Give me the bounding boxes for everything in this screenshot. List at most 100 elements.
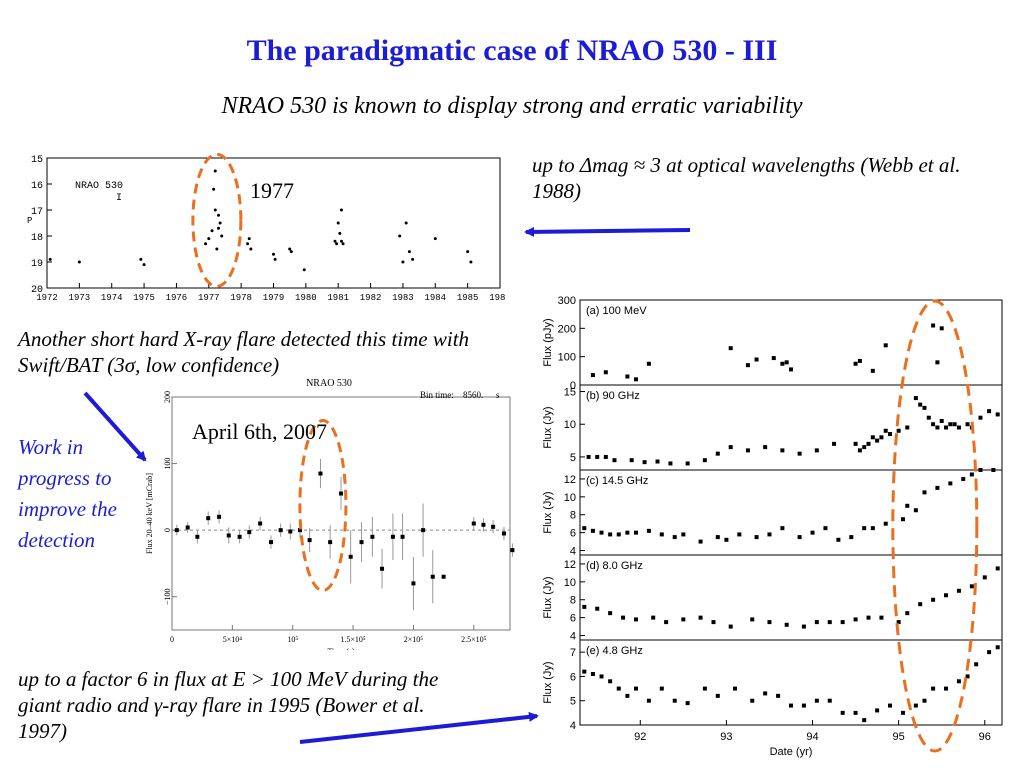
- data-point: [237, 534, 242, 539]
- y-tick-label: 0: [570, 380, 576, 392]
- annotation-1977: 1977: [250, 178, 294, 203]
- data-point: [935, 485, 940, 490]
- data-point: [213, 208, 217, 212]
- y-axis-label: Flux (Jy): [542, 576, 554, 618]
- y-tick-label: 300: [558, 295, 576, 307]
- data-point: [922, 405, 927, 410]
- data-point: [430, 574, 435, 579]
- data-point: [672, 535, 677, 540]
- data-point: [582, 604, 587, 609]
- data-point: [215, 247, 219, 251]
- data-point: [204, 242, 208, 246]
- data-point: [633, 377, 638, 382]
- panel-label: (b) 90 GHz: [586, 390, 640, 402]
- x-tick-label: 1973: [69, 293, 91, 303]
- data-point: [879, 615, 884, 620]
- x-tick-label: 1.5×10⁵: [340, 635, 366, 644]
- data-point: [398, 234, 402, 238]
- data-point: [390, 534, 395, 539]
- data-point: [918, 602, 923, 607]
- data-point: [883, 521, 888, 526]
- y-tick-label: −100: [163, 588, 172, 605]
- data-point: [210, 229, 214, 233]
- y-tick-label: 4: [570, 546, 576, 558]
- data-point: [608, 532, 613, 537]
- y-tick-label: 4: [570, 720, 576, 732]
- data-point: [297, 528, 302, 533]
- data-point: [407, 250, 411, 254]
- data-point: [273, 257, 277, 261]
- data-point: [814, 620, 819, 625]
- data-point: [987, 650, 992, 655]
- y-tick-label: 4: [570, 631, 576, 643]
- data-point: [935, 425, 940, 430]
- x-tick-label: 10⁵: [287, 635, 298, 644]
- data-point: [922, 490, 927, 495]
- x-tick-label: 1979: [263, 293, 285, 303]
- data-point: [797, 535, 802, 540]
- x-tick-label: 2.5×10⁵: [461, 635, 487, 644]
- data-point: [595, 454, 600, 459]
- annotation-april-2007: April 6th, 2007: [192, 419, 327, 444]
- y-tick-label: 15: [31, 155, 43, 166]
- data-point: [603, 454, 608, 459]
- y-tick-label: 10: [564, 577, 576, 589]
- data-point: [888, 703, 893, 708]
- y-axis-label: Flux (Jy): [542, 661, 554, 703]
- panel-frame: [579, 554, 1003, 641]
- data-point: [220, 234, 224, 238]
- data-point: [814, 698, 819, 703]
- data-point: [879, 435, 884, 440]
- highlight-ellipse-1995: [891, 299, 979, 753]
- data-point: [780, 448, 785, 453]
- data-point: [883, 428, 888, 433]
- chart-title: NRAO 530: [306, 378, 352, 389]
- data-point: [995, 412, 1000, 417]
- data-point: [853, 617, 858, 622]
- data-point: [616, 532, 621, 537]
- data-point: [931, 323, 936, 328]
- data-point: [823, 526, 828, 531]
- highlight-ellipse-1977: [191, 152, 243, 288]
- data-point: [728, 346, 733, 351]
- data-point: [48, 257, 52, 261]
- y-tick-label: 17: [31, 207, 43, 218]
- x-tick-label: 92: [634, 731, 646, 743]
- data-point: [995, 645, 1000, 650]
- y-tick-label: 6: [570, 671, 576, 683]
- data-point: [918, 402, 923, 407]
- data-point: [302, 268, 306, 272]
- x-tick-label: 96: [979, 731, 991, 743]
- data-point: [832, 441, 837, 446]
- data-point: [905, 611, 910, 616]
- data-point: [801, 624, 806, 629]
- data-point: [625, 374, 630, 379]
- x-tick-label: 1974: [101, 293, 123, 303]
- data-point: [212, 187, 216, 191]
- data-point: [471, 521, 476, 526]
- data-point: [590, 373, 595, 378]
- data-point: [905, 503, 910, 508]
- y-tick-label: 6: [570, 613, 576, 625]
- data-point: [404, 221, 408, 225]
- data-point: [737, 532, 742, 537]
- y-tick-label: 5: [570, 452, 576, 464]
- data-point: [900, 710, 905, 715]
- data-point: [646, 698, 651, 703]
- data-point: [827, 698, 832, 703]
- x-tick-label: 1978: [230, 293, 252, 303]
- data-point: [789, 367, 793, 372]
- panel-label: (e) 4.8 GHz: [586, 645, 643, 657]
- data-point: [411, 581, 416, 586]
- data-point: [633, 530, 638, 535]
- data-point: [339, 239, 343, 243]
- x-tick-label: 1985: [457, 293, 479, 303]
- data-point: [789, 703, 793, 708]
- data-point: [767, 620, 772, 625]
- note-optical: up to Δmag ≈ 3 at optical wavelengths (W…: [532, 153, 961, 203]
- x-tick-label: 1972: [36, 293, 58, 303]
- data-point: [213, 169, 217, 173]
- y-axis-label: P: [27, 216, 32, 226]
- data-point: [510, 548, 515, 553]
- data-point: [905, 425, 910, 430]
